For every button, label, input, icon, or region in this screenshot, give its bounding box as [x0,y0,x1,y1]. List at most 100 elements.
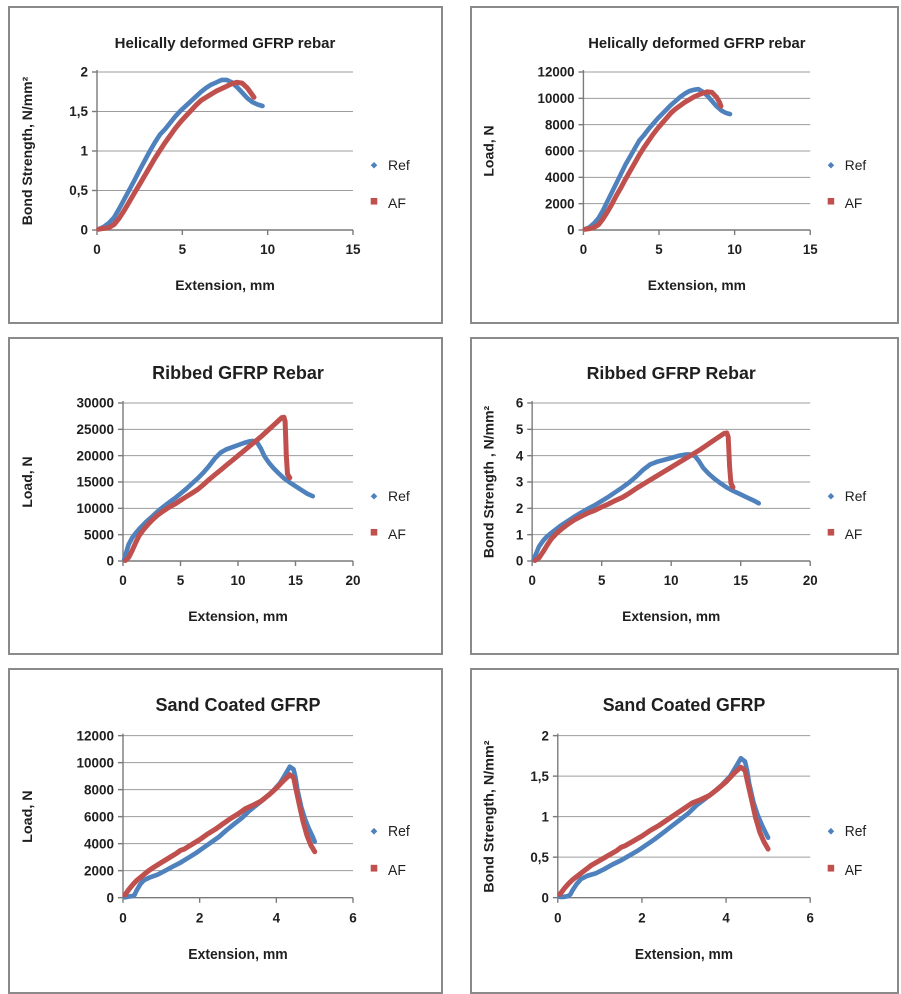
legend-ref-label: Ref [845,488,867,504]
x-tick-label: 0 [119,573,127,588]
legend-af-label: AF [845,195,863,211]
chart-title: Helically deformed GFRP rebar [115,35,336,52]
chart-title: Ribbed GFRP Rebar [587,363,756,383]
x-tick-label: 0 [119,910,127,925]
af-square-icon [827,864,835,872]
y-axis-label: Bond Strength, N/mm² [19,76,35,225]
chart-title: Helically deformed GFRP rebar [588,36,805,52]
series-line-af [122,772,318,898]
y-tick-label: 30000 [76,396,114,411]
x-tick-label: 4 [722,910,730,925]
legend-af-label: AF [388,526,406,542]
y-axis-label: Bond Strength, N/mm² [481,740,497,893]
y-tick-label: 2 [542,728,550,743]
series-line-af [532,430,736,563]
x-axis-label: Extension, mm [175,277,275,293]
panel-ribbed-bond-strength-chart: 0 1 2 3 4 5 6 0 5 10 15 20 Ribbed GFRP Rebar Extensio… [470,337,899,655]
y-tick-label: 2 [80,65,88,80]
chart-title: Ribbed GFRP Rebar [152,363,324,383]
y-tick-label: 0 [542,890,549,905]
y-tick-label: 6000 [545,144,575,159]
y-tick-label: 1,5 [530,769,549,784]
x-axis-label: Extension, mm [648,277,746,293]
legend-ref-label: Ref [845,157,867,173]
x-tick-label: 20 [803,573,818,588]
y-tick-label: 12000 [76,728,114,743]
panel-sand-coated-load-chart: 0 2000 4000 6000 8000 10000 12000 0 2 4 6 Sand Coat… [8,668,443,994]
series-line-af [96,79,257,232]
y-tick-label: 25000 [76,422,114,437]
ribbed-load-chart: 0 5000 10000 15000 20000 25000 30000 0 5 10 15 20 Ri… [19,363,410,624]
af-square-icon [370,197,378,205]
y-tick-label: 0,5 [69,183,88,198]
y-tick-label: 20000 [76,448,114,463]
chart-title: Sand Coated GFRP [156,694,321,715]
x-tick-label: 0 [580,242,587,257]
y-tick-label: 10000 [76,755,114,770]
panel-helical-bond-strength-chart: 0 0,5 1 1,5 2 0 5 10 15 Helically deformed GFRP r… [8,6,443,324]
legend-ref-label: Ref [388,824,410,840]
ref-diamond-icon [827,827,835,835]
x-axis-label: Extension, mm [188,947,287,963]
helical-bond-strength-chart: 0 0,5 1 1,5 2 0 5 10 15 Helically deformed GFRP r… [19,35,410,293]
panel-helical-load-chart: 0 2000 4000 6000 8000 10000 12000 0 5 10 15 Helical… [470,6,899,324]
panel-sand-coated-bond-strength-chart: 0 0,5 1 1,5 2 0 2 4 6 Sand Coated GFRP Extension, … [470,668,899,994]
af-square-icon [827,197,835,205]
x-tick-label: 10 [230,573,245,588]
x-axis-label: Extension, mm [188,608,288,624]
ribbed-bond-strength-chart: 0 1 2 3 4 5 6 0 5 10 15 20 Ribbed GFRP Rebar Extensio… [481,363,867,624]
x-tick-label: 0 [93,242,101,257]
ref-diamond-icon [827,492,835,500]
af-square-icon [370,864,378,872]
x-tick-label: 0 [528,573,535,588]
x-tick-label: 10 [260,242,275,257]
x-tick-label: 15 [803,242,818,257]
legend-af-label: AF [388,195,406,211]
y-tick-label: 0 [106,890,114,905]
x-tick-label: 15 [345,242,361,257]
x-axis-label: Extension, mm [622,608,720,624]
y-tick-label: 1 [80,144,88,159]
y-tick-label: 12000 [538,65,575,80]
x-tick-label: 10 [727,242,742,257]
af-square-icon [827,528,835,536]
x-tick-label: 5 [598,573,606,588]
y-tick-label: 8000 [84,782,114,797]
y-tick-label: 4000 [545,170,575,185]
series-line-af [122,414,293,563]
af-square-icon [370,528,378,536]
x-tick-label: 10 [664,573,679,588]
y-tick-label: 15000 [76,475,114,490]
y-tick-label: 1,5 [69,104,88,119]
y-tick-label: 6000 [84,809,114,824]
y-tick-label: 2000 [84,863,114,878]
series-line-ref [96,77,265,232]
x-axis-label: Extension, mm [635,946,733,962]
y-tick-label: 0 [516,554,523,569]
y-tick-label: 3 [516,475,523,490]
panel-ribbed-load-chart: 0 5000 10000 15000 20000 25000 30000 0 5 10 15 20 Ri… [8,337,443,655]
x-tick-label: 4 [273,910,281,925]
x-tick-label: 15 [733,573,748,588]
y-tick-label: 5 [516,422,524,437]
x-tick-label: 5 [179,242,187,257]
y-tick-label: 0 [106,554,114,569]
chart-title: Sand Coated GFRP [603,695,766,715]
y-tick-label: 1 [516,527,524,542]
y-tick-label: 4000 [84,836,114,851]
x-tick-label: 5 [655,242,663,257]
y-axis-label: Load, N [481,125,497,176]
y-axis-label: Load, N [19,456,35,507]
ref-diamond-icon [370,827,378,835]
legend-af-label: AF [845,526,863,542]
legend-ref-label: Ref [845,823,867,839]
sand-coated-bond-strength-chart: 0 0,5 1 1,5 2 0 2 4 6 Sand Coated GFRP Extension, … [481,695,867,963]
legend-af-label: AF [845,862,863,878]
series-line-ref [122,764,318,900]
x-tick-label: 0 [554,910,561,925]
x-tick-label: 2 [196,910,204,925]
y-tick-label: 2 [516,501,523,516]
series-line-ref [531,452,762,562]
legend-ref-label: Ref [388,157,410,173]
